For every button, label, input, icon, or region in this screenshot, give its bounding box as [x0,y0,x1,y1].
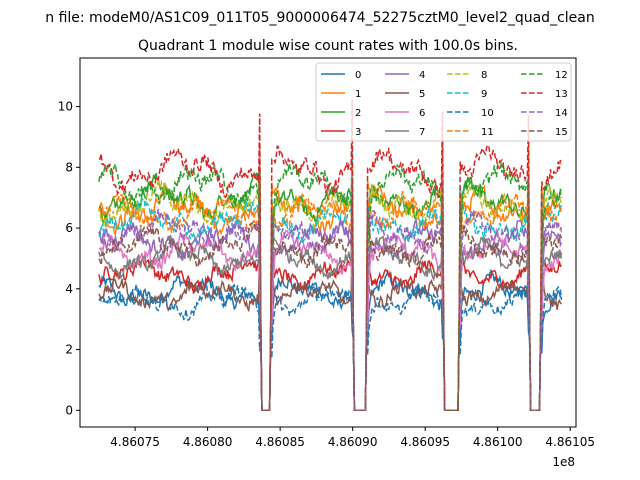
legend-label-4: 4 [419,70,425,81]
legend-label-0: 0 [355,70,361,81]
legend-label-10: 10 [481,108,494,119]
legend-label-5: 5 [419,89,425,100]
series-line-11 [98,137,563,412]
series-line-12 [98,161,563,412]
y-tick-label: 0 [65,403,73,417]
plot-frame [79,57,577,428]
y-tick-label: 4 [65,282,73,296]
x-tick-label: 4.86085 [255,435,305,449]
legend-label-7: 7 [419,127,425,138]
y-tick-label: 6 [65,221,73,235]
series-layer [98,99,563,412]
legend-label-6: 6 [419,108,425,119]
x-tick-label: 4.86090 [328,435,378,449]
series-line-8 [98,179,563,412]
series-line-3 [98,189,563,412]
x-tick-label: 4.86075 [110,435,160,449]
series-line-14 [98,208,563,412]
figure-suptitle: n file: modeM0/AS1C09_011T05_9000006474_… [45,10,594,26]
legend-label-12: 12 [555,70,568,81]
legend-label-9: 9 [481,89,487,100]
legend-label-11: 11 [481,127,494,138]
x-tick-label: 4.86100 [473,435,523,449]
legend-label-13: 13 [555,89,568,100]
axis-ticks: 4.86075 4.86080 4.86085 4.86090 4.86095 4.861… [58,100,595,449]
chart-title: Quadrant 1 module wise count rates with … [138,38,518,54]
y-tick-label: 10 [58,100,73,114]
series-line-10 [98,283,563,412]
y-tick-label: 2 [65,343,73,357]
legend-label-1: 1 [355,89,361,100]
series-line-13 [98,99,563,412]
x-tick-label: 4.86080 [183,435,233,449]
x-tick-label: 4.86095 [400,435,450,449]
legend-label-14: 14 [555,108,568,119]
legend-label-8: 8 [481,70,487,81]
x-offset-label: 1e8 [552,455,575,469]
legend-label-15: 15 [555,127,568,138]
legend-label-3: 3 [355,127,361,138]
series-line-15 [98,170,563,412]
x-tick-label: 4.86105 [545,435,595,449]
legend-label-2: 2 [355,108,361,119]
y-tick-label: 8 [65,160,73,174]
legend-box [315,62,572,142]
